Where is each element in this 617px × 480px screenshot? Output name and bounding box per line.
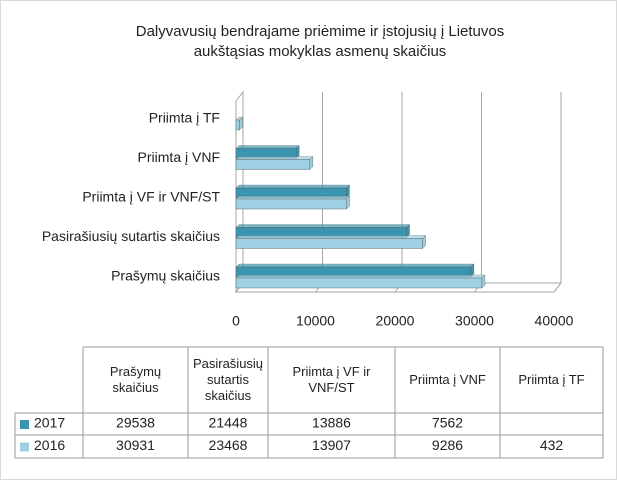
x-tick-label: 0 (232, 313, 240, 329)
y-tick-label: Priimta į TF (149, 110, 220, 126)
y-tick-label: Pasirašiusių sutartis skaičius (42, 228, 220, 244)
table-header-cell: Priimta į TF (518, 372, 585, 387)
y-tick-label: Priimta į VF ir VNF/ST (82, 189, 220, 205)
bar (235, 119, 240, 131)
table-value: 23468 (209, 437, 248, 453)
table-header: Prašymų skaičius (109, 364, 162, 395)
y-tick-label: Priimta į VNF (138, 149, 220, 165)
legend-label: 2017 (34, 415, 65, 431)
legend-swatch (20, 442, 29, 452)
bar-top (235, 274, 486, 279)
bar-top (235, 224, 410, 228)
legend-label: 2016 (34, 437, 65, 453)
bar-top (235, 184, 350, 189)
x-tick-label: 20000 (376, 313, 415, 329)
bar-top (235, 145, 300, 149)
x-tick-label: 30000 (455, 313, 494, 329)
bar-top (235, 263, 475, 268)
bar (235, 159, 311, 170)
table-header: Pasirašiusių sutartis skaičius (192, 356, 264, 403)
bar-top (235, 235, 427, 239)
bar-top (235, 195, 351, 200)
table-header: Priimta į TF (518, 372, 585, 387)
legend-swatch (20, 420, 29, 429)
y-tick-label: Prašymų skaičius (111, 268, 220, 284)
table-header-cell: Prašymų skaičius (109, 364, 162, 395)
x-tick-label: 10000 (296, 313, 335, 329)
table-value: 29538 (116, 415, 155, 431)
table-header: Priimta į VF ir VNF/ST (292, 364, 371, 395)
bar-top (235, 156, 314, 160)
bar (235, 277, 483, 289)
table-value: 432 (540, 437, 564, 453)
tick-mark (553, 282, 562, 293)
table-value: 7562 (432, 415, 463, 431)
table-value: 13907 (312, 437, 351, 453)
table-value: 9286 (432, 437, 463, 453)
table-header-cell: Pasirašiusių sutartis skaičius (192, 356, 264, 403)
table-value: 21448 (209, 415, 248, 431)
table-value: 13886 (312, 415, 351, 431)
table-header-cell: Priimta į VNF (409, 372, 486, 387)
bar (235, 198, 347, 210)
table-header: Priimta į VNF (409, 372, 486, 387)
x-tick-label: 40000 (535, 313, 574, 329)
table-value: 30931 (116, 437, 155, 453)
table-header-cell: Priimta į VF ir VNF/ST (292, 364, 371, 395)
chart-title: Dalyvavusių bendrajame priėmime ir įstoj… (135, 23, 505, 60)
bar (235, 238, 423, 249)
